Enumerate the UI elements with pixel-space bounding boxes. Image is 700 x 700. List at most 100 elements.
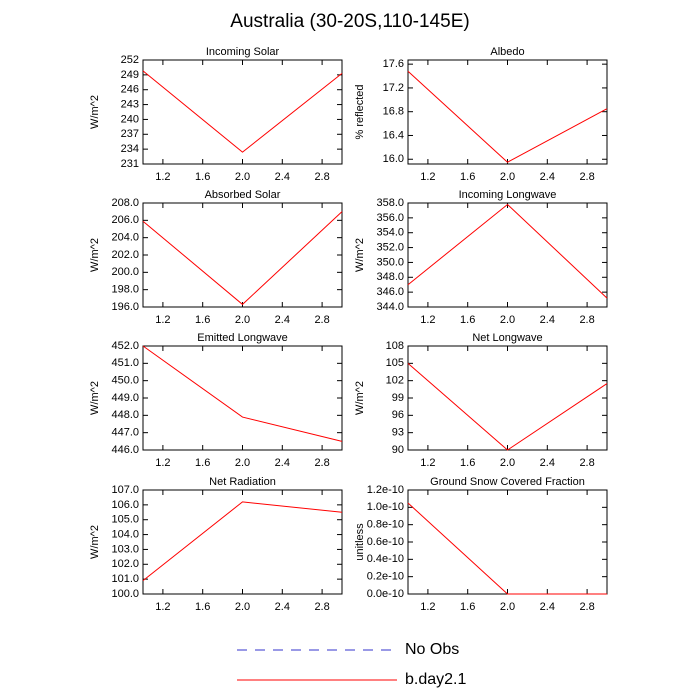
y-tick-label: 16.4: [383, 129, 404, 141]
x-tick-label: 2.4: [275, 314, 290, 326]
y-tick-label: 447.0: [111, 427, 139, 439]
y-tick-label: 354.0: [376, 227, 404, 239]
panel-title: Net Longwave: [472, 332, 542, 344]
y-tick-label: 16.8: [383, 106, 404, 118]
y-tick-label: 246: [121, 84, 139, 96]
x-tick-label: 2.8: [314, 601, 329, 613]
y-tick-label: 198.0: [111, 284, 139, 296]
y-tick-label: 0.2e-10: [367, 571, 404, 583]
x-tick-label: 2.8: [314, 314, 329, 326]
panel-title: Ground Snow Covered Fraction: [430, 476, 585, 488]
plot-frame: [407, 59, 608, 165]
y-tick-label: 358.0: [376, 197, 404, 209]
y-tick-label: 0.4e-10: [367, 553, 404, 565]
y-tick-label: 202.0: [111, 249, 139, 261]
y-tick-label: 90: [392, 444, 404, 456]
y-tick-label: 200.0: [111, 266, 139, 278]
y-tick-label: 350.0: [376, 256, 404, 268]
panel-title: Emitted Longwave: [197, 332, 288, 344]
x-tick-label: 2.0: [500, 171, 515, 183]
y-axis-label: W/m^2: [89, 238, 101, 272]
y-tick-label: 0.0e-10: [367, 588, 404, 600]
data-line: [407, 70, 608, 163]
x-tick-label: 2.4: [540, 171, 555, 183]
y-tick-label: 0.6e-10: [367, 536, 404, 548]
y-tick-label: 204.0: [111, 232, 139, 244]
data-line: [407, 203, 608, 299]
y-tick-label: 100.0: [111, 588, 139, 600]
y-tick-label: 448.0: [111, 409, 139, 421]
y-tick-label: 452.0: [111, 340, 139, 352]
data-line: [142, 345, 343, 442]
y-tick-label: 450.0: [111, 375, 139, 387]
y-tick-label: 101.0: [111, 573, 139, 585]
x-tick-label: 1.6: [460, 457, 475, 469]
y-tick-label: 102.0: [111, 558, 139, 570]
panel-title: Net Radiation: [209, 476, 276, 488]
panel-title: Incoming Solar: [206, 46, 280, 58]
data-line: [407, 502, 607, 595]
x-tick-label: 2.4: [540, 457, 555, 469]
plot-frame: [142, 489, 343, 595]
y-axis-label: % reflected: [354, 84, 366, 139]
y-tick-label: 0.8e-10: [367, 519, 404, 531]
x-tick-label: 2.8: [579, 171, 594, 183]
y-tick-label: 106.0: [111, 499, 139, 511]
x-tick-label: 1.6: [460, 171, 475, 183]
y-axis-label: W/m^2: [89, 381, 101, 415]
x-tick-label: 2.4: [275, 601, 290, 613]
x-tick-label: 1.2: [420, 457, 435, 469]
y-tick-label: 99: [392, 392, 404, 404]
y-tick-label: 346.0: [376, 286, 404, 298]
y-tick-label: 352.0: [376, 241, 404, 253]
plot-frame: [407, 489, 608, 595]
x-tick-label: 1.6: [195, 457, 210, 469]
y-axis-label: unitless: [354, 523, 366, 561]
y-tick-label: 17.6: [383, 58, 404, 70]
legend-label: b.day2.1: [405, 671, 466, 688]
y-tick-label: 252: [121, 54, 139, 66]
y-tick-label: 102: [386, 375, 404, 387]
x-tick-label: 2.0: [500, 457, 515, 469]
x-tick-label: 1.2: [155, 601, 170, 613]
y-tick-label: 17.2: [383, 82, 404, 94]
figure-title: Australia (30-20S,110-145E): [230, 11, 469, 32]
plot-frame: [407, 202, 608, 308]
y-axis-label: W/m^2: [354, 238, 366, 272]
y-tick-label: 96: [392, 409, 404, 421]
y-tick-label: 1.2e-10: [367, 484, 404, 496]
panel-title: Incoming Longwave: [459, 189, 557, 201]
x-tick-label: 2.0: [235, 171, 250, 183]
x-tick-label: 2.4: [540, 314, 555, 326]
x-tick-label: 1.6: [195, 601, 210, 613]
plot-frame: [142, 59, 343, 165]
x-tick-label: 1.6: [195, 314, 210, 326]
x-tick-label: 1.2: [155, 457, 170, 469]
y-tick-label: 356.0: [376, 212, 404, 224]
x-tick-label: 2.4: [275, 171, 290, 183]
panel-title: Albedo: [490, 46, 524, 58]
x-tick-label: 2.0: [500, 601, 515, 613]
y-tick-label: 206.0: [111, 214, 139, 226]
x-tick-label: 1.2: [155, 314, 170, 326]
data-line: [407, 362, 608, 451]
y-axis-label: W/m^2: [89, 95, 101, 129]
y-axis-label: W/m^2: [354, 381, 366, 415]
x-tick-label: 1.6: [195, 171, 210, 183]
y-tick-label: 348.0: [376, 271, 404, 283]
y-tick-label: 1.0e-10: [367, 501, 404, 513]
plot-frame: [407, 345, 608, 451]
y-tick-label: 105: [386, 357, 404, 369]
y-tick-label: 16.0: [383, 153, 404, 165]
y-tick-label: 344.0: [376, 301, 404, 313]
plot-frame: [142, 202, 343, 308]
x-tick-label: 2.0: [235, 457, 250, 469]
x-tick-label: 2.8: [579, 457, 594, 469]
x-tick-label: 1.6: [460, 314, 475, 326]
x-tick-label: 2.0: [500, 314, 515, 326]
x-tick-label: 1.2: [420, 601, 435, 613]
y-tick-label: 93: [392, 427, 404, 439]
y-tick-label: 446.0: [111, 444, 139, 456]
y-axis-label: W/m^2: [89, 525, 101, 559]
y-tick-label: 108: [386, 340, 404, 352]
